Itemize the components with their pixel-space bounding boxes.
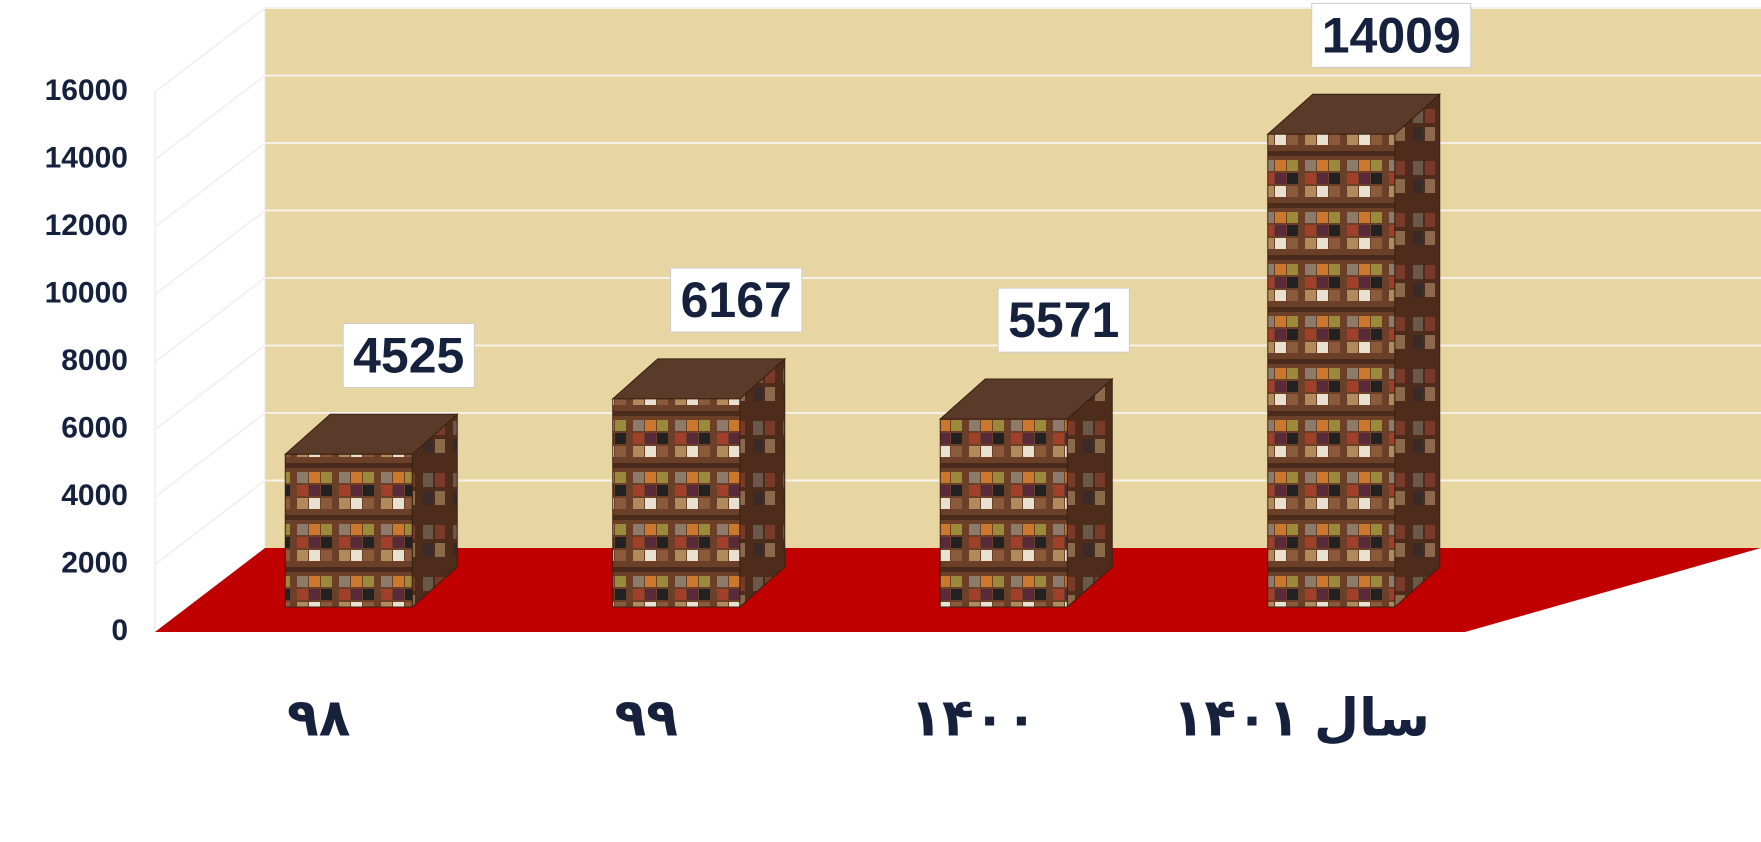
x-tick-label: ۹۹ xyxy=(615,690,678,748)
value-label: 6167 xyxy=(671,268,802,332)
y-tick-label: 6000 xyxy=(61,411,128,444)
value-label-text: 6167 xyxy=(681,272,792,328)
value-label-text: 5571 xyxy=(1008,292,1119,348)
y-tick-label: 14000 xyxy=(45,141,128,174)
value-label: 5571 xyxy=(998,288,1129,352)
y-tick-label: 8000 xyxy=(61,344,128,377)
bar xyxy=(940,419,1067,607)
bar xyxy=(285,454,412,607)
value-label: 14009 xyxy=(1312,3,1471,67)
chart: 0 2000 4000 6000 8000 10000 12000 14000 16000 45… xyxy=(0,0,1761,842)
y-axis: 0 2000 4000 6000 8000 10000 12000 14000 16000 xyxy=(45,74,128,647)
page: {"chart_data": {"type": "bar3d", "catego… xyxy=(0,0,1761,842)
y-tick-label: 16000 xyxy=(45,74,128,107)
value-label-text: 14009 xyxy=(1322,7,1461,63)
y-tick-label: 0 xyxy=(111,614,128,647)
y-tick-label: 12000 xyxy=(45,209,128,242)
value-label-text: 4525 xyxy=(353,327,464,383)
bar-side xyxy=(740,359,785,607)
y-tick-label: 10000 xyxy=(45,276,128,309)
y-tick-label: 2000 xyxy=(61,546,128,579)
x-tick-label: سال ۱۴۰۱ xyxy=(1173,690,1430,748)
bar xyxy=(613,399,740,607)
value-label: 4525 xyxy=(343,323,474,387)
y-tick-label: 4000 xyxy=(61,479,128,512)
x-axis: ۹۸ ۹۹ ۱۴۰۰ سال ۱۴۰۱ xyxy=(287,690,1430,748)
x-tick-label: ۹۸ xyxy=(287,690,350,748)
bar xyxy=(1268,134,1395,607)
x-tick-label: ۱۴۰۰ xyxy=(910,690,1037,748)
bar-side xyxy=(1395,94,1440,607)
